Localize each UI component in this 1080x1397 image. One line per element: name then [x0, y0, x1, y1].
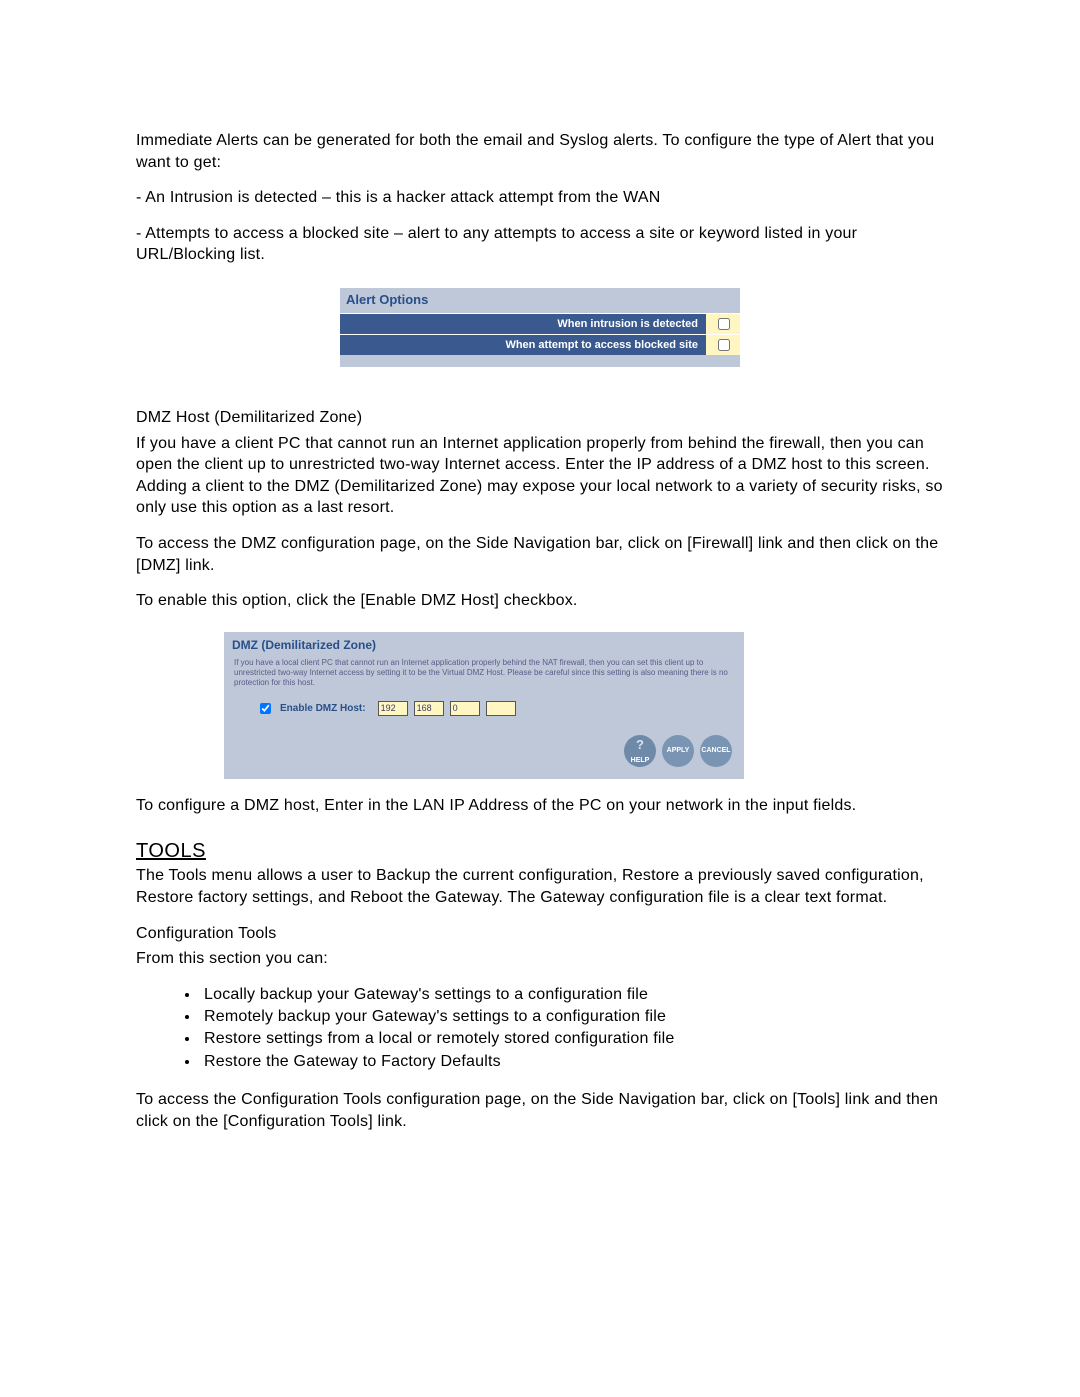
tools-bullet-1: Locally backup your Gateway's settings t… [200, 984, 944, 1006]
dmz-panel-help: If you have a local client PC that canno… [232, 656, 736, 698]
alert-row-intrusion: When intrusion is detected [340, 313, 740, 334]
dmz-ip-octet-3[interactable] [450, 701, 480, 716]
document-page: Immediate Alerts can be generated for bo… [0, 0, 1080, 1397]
cancel-button[interactable]: CANCEL [700, 735, 732, 767]
tools-bullet-3: Restore settings from a local or remotel… [200, 1028, 944, 1050]
help-button-label: HELP [631, 757, 650, 764]
alert-row-blocked: When attempt to access blocked site [340, 334, 740, 355]
dmz-ip-octet-2[interactable] [414, 701, 444, 716]
dmz-panel: DMZ (Demilitarized Zone) If you have a l… [224, 632, 744, 779]
dmz-button-row: HELP APPLY CANCEL [232, 735, 736, 767]
dmz-ip-octet-4[interactable] [486, 701, 516, 716]
alert-intrusion-label: When intrusion is detected [340, 314, 706, 334]
alert-options-title: Alert Options [340, 288, 740, 313]
cancel-button-label: CANCEL [701, 747, 730, 754]
alert-blocked-checkbox[interactable] [718, 339, 730, 351]
dmz-enable-row: Enable DMZ Host: [232, 698, 736, 735]
tools-bullet-4: Restore the Gateway to Factory Defaults [200, 1051, 944, 1073]
alert-blocked-cell [706, 335, 740, 355]
tools-bullet-2: Remotely backup your Gateway's settings … [200, 1006, 944, 1028]
intro-bullet-1: - An Intrusion is detected – this is a h… [136, 187, 944, 209]
apply-button[interactable]: APPLY [662, 735, 694, 767]
dmz-paragraph-1: If you have a client PC that cannot run … [136, 433, 944, 519]
dmz-ip-octet-1[interactable] [378, 701, 408, 716]
enable-dmz-label: Enable DMZ Host: [280, 703, 366, 714]
tools-heading: TOOLS [136, 840, 944, 863]
dmz-paragraph-4: To configure a DMZ host, Enter in the LA… [136, 795, 944, 817]
dmz-paragraph-3: To enable this option, click the [Enable… [136, 590, 944, 612]
enable-dmz-checkbox[interactable] [260, 703, 271, 714]
alert-intrusion-checkbox[interactable] [718, 318, 730, 330]
apply-button-label: APPLY [667, 747, 690, 754]
dmz-panel-title: DMZ (Demilitarized Zone) [232, 636, 736, 656]
tools-bullet-list: Locally backup your Gateway's settings t… [136, 984, 944, 1074]
alert-intrusion-cell [706, 314, 740, 334]
alert-blocked-label: When attempt to access blocked site [340, 335, 706, 355]
intro-paragraph: Immediate Alerts can be generated for bo… [136, 130, 944, 173]
tools-paragraph-3: To access the Configuration Tools config… [136, 1089, 944, 1132]
dmz-paragraph-2: To access the DMZ configuration page, on… [136, 533, 944, 576]
intro-bullet-2: - Attempts to access a blocked site – al… [136, 223, 944, 266]
help-button[interactable]: HELP [624, 735, 656, 767]
dmz-heading: DMZ Host (Demilitarized Zone) [136, 407, 944, 429]
tools-paragraph-2: From this section you can: [136, 948, 944, 970]
tools-subheading: Configuration Tools [136, 923, 944, 945]
alert-options-panel: Alert Options When intrusion is detected… [340, 288, 740, 367]
tools-paragraph-1: The Tools menu allows a user to Backup t… [136, 865, 944, 908]
